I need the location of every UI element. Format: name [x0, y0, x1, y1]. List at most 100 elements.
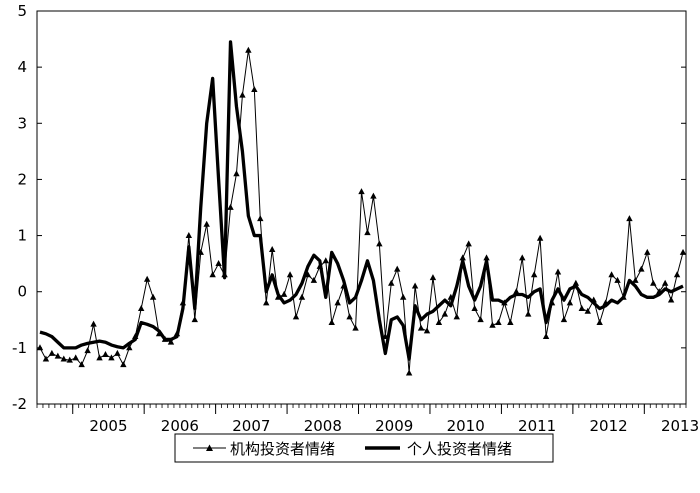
- institutional-point: [251, 86, 258, 92]
- x-tick-label: 2009: [375, 417, 413, 435]
- institutional-point: [143, 275, 151, 282]
- x-tick-label: 2008: [304, 417, 342, 435]
- institutional-point: [483, 254, 490, 261]
- x-tick-label: 2007: [232, 417, 270, 435]
- institutional-point: [96, 354, 103, 361]
- institutional-point: [417, 324, 425, 331]
- institutional-point: [667, 296, 675, 303]
- institutional-point: [501, 299, 508, 306]
- y-tick-label: 1: [17, 227, 27, 245]
- institutional-point: [584, 307, 591, 314]
- institutional-point: [513, 288, 520, 295]
- institutional-point: [84, 347, 91, 354]
- institutional-point: [197, 248, 204, 255]
- institutional-point: [298, 293, 306, 300]
- institutional-point: [423, 327, 431, 334]
- institutional-point: [257, 215, 264, 222]
- institutional-point: [239, 91, 246, 98]
- institutional-point: [227, 203, 234, 210]
- institutional-point: [590, 296, 597, 303]
- institutional-point: [108, 354, 115, 361]
- x-tick-label: 2010: [447, 417, 485, 435]
- institutional-point: [519, 254, 526, 261]
- institutional-point: [614, 276, 621, 283]
- institutional-point: [203, 220, 210, 227]
- institutional-point: [370, 192, 377, 199]
- institutional-point: [620, 293, 627, 300]
- institutional-point: [536, 234, 544, 241]
- institutional-point: [322, 257, 329, 264]
- institutional-point: [215, 260, 222, 267]
- institutional-point: [263, 299, 270, 306]
- institutional-point: [364, 229, 371, 236]
- institutional-point: [679, 248, 687, 255]
- institutional-point: [328, 318, 335, 325]
- y-tick-label: -2: [12, 395, 27, 413]
- institutional-point: [78, 361, 85, 368]
- institutional-point: [530, 271, 538, 278]
- institutional-point: [304, 271, 312, 278]
- institutional-point: [126, 344, 133, 351]
- institutional-point: [60, 355, 67, 362]
- series-individual-line: [39, 40, 684, 361]
- institutional-point: [274, 293, 282, 300]
- institutional-point: [191, 316, 198, 323]
- institutional-point: [405, 369, 413, 376]
- institutional-point: [560, 316, 568, 323]
- series-institutional-line: [39, 50, 684, 374]
- legend-box: [174, 433, 554, 463]
- institutional-point: [548, 299, 556, 306]
- institutional-point: [292, 313, 300, 320]
- institutional-point: [495, 318, 502, 325]
- institutional-point: [54, 352, 62, 359]
- institutional-point: [638, 265, 645, 272]
- institutional-point: [435, 318, 443, 325]
- institutional-point: [477, 316, 484, 323]
- institutional-point: [334, 299, 341, 306]
- institutional-point: [656, 288, 663, 295]
- institutional-point: [542, 333, 550, 340]
- y-tick-label: 0: [17, 283, 27, 301]
- y-tick-label: 4: [17, 58, 27, 76]
- legend-label-individual: 个人投资者情绪: [407, 440, 512, 458]
- institutional-point: [453, 313, 460, 320]
- institutional-point: [48, 349, 56, 356]
- x-tick-label: 2011: [518, 417, 556, 435]
- institutional-point: [626, 215, 633, 222]
- x-tick-label: 2005: [89, 417, 127, 435]
- x-tick-label: 2012: [590, 417, 628, 435]
- institutional-point: [608, 271, 615, 278]
- institutional-point: [137, 304, 145, 311]
- institutional-point: [209, 271, 216, 278]
- institutional-point: [114, 349, 121, 356]
- institutional-point: [310, 276, 318, 283]
- institutional-point: [441, 310, 449, 317]
- series-group: [36, 40, 687, 376]
- institutional-point: [102, 350, 109, 357]
- y-tick-label: 2: [17, 170, 27, 188]
- institutional-point: [268, 246, 276, 253]
- institutional-point: [376, 240, 383, 247]
- institutional-point: [185, 231, 193, 238]
- axes: -2 -1 0 1 2 3 4 5 2005 2006 2007 2008 2009 2010 2011 20…: [12, 2, 699, 435]
- x-tick-label: 2006: [161, 417, 199, 435]
- institutional-point: [644, 248, 651, 255]
- legend-label-institutional: 机构投资者情绪: [230, 440, 335, 458]
- y-tick-label: -1: [12, 339, 27, 357]
- institutional-point: [233, 170, 240, 177]
- institutional-point: [507, 318, 514, 325]
- institutional-point: [149, 293, 157, 300]
- institutional-point: [120, 361, 127, 368]
- institutional-point: [72, 354, 79, 361]
- institutional-point: [471, 304, 478, 311]
- y-tick-label: 3: [17, 114, 27, 132]
- institutional-point: [465, 240, 472, 247]
- y-tick-label: 5: [17, 2, 27, 20]
- institutional-point: [411, 282, 419, 289]
- institutional-point: [161, 335, 169, 342]
- institutional-point: [554, 268, 562, 275]
- institutional-point: [388, 279, 395, 286]
- institutional-point: [596, 318, 603, 325]
- institutional-point: [632, 276, 639, 283]
